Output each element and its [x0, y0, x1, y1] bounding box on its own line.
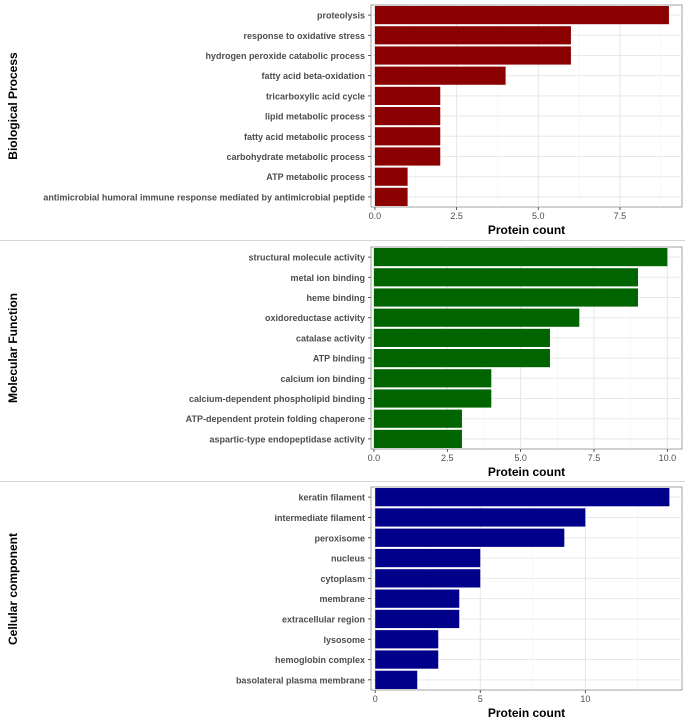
bar	[374, 6, 669, 25]
category-label: extracellular region	[282, 614, 365, 624]
bar	[374, 187, 408, 206]
category-label: hemoglobin complex	[275, 655, 365, 665]
x-tick-label: 0.0	[368, 453, 381, 463]
bar	[373, 349, 550, 368]
bar	[373, 268, 638, 287]
category-label: cytoplasm	[320, 574, 365, 584]
bar	[375, 650, 439, 669]
x-axis-title: Protein count	[488, 706, 565, 719]
bar	[375, 670, 418, 689]
bar	[373, 409, 462, 428]
bar	[375, 609, 460, 629]
chart-panel: structural molecule activity metal ion bi…	[6, 246, 683, 479]
bar	[374, 46, 571, 65]
x-axis-title: Protein count	[488, 223, 565, 237]
bar	[374, 26, 571, 45]
x-tick-label: 0	[373, 694, 378, 704]
bar	[373, 429, 462, 448]
facet-label: Biological Process	[6, 52, 20, 160]
bar	[374, 147, 441, 166]
category-label: calcium ion binding	[280, 374, 365, 384]
category-label: lysosome	[323, 635, 365, 645]
bar	[375, 528, 565, 547]
x-tick-label: 10.0	[659, 453, 677, 463]
category-label: basolateral plasma membrane	[236, 675, 365, 685]
bar	[375, 508, 586, 527]
bar	[373, 328, 550, 347]
bar	[373, 369, 492, 388]
category-label: nucleus	[331, 554, 365, 564]
category-label: ATP metabolic process	[266, 172, 365, 182]
category-label: heme binding	[307, 293, 366, 303]
x-tick-label: 2.5	[450, 211, 463, 221]
x-tick-label: 5.0	[532, 211, 545, 221]
category-label: lipid metabolic process	[265, 112, 365, 122]
bar	[374, 107, 441, 126]
category-label: peroxisome	[314, 533, 365, 543]
bar	[374, 86, 441, 105]
category-label: membrane	[319, 594, 365, 604]
bar	[375, 488, 670, 507]
category-label: intermediate filament	[274, 513, 365, 523]
category-label: oxidoreductase activity	[265, 313, 365, 323]
category-label: tricarboxylic acid cycle	[266, 91, 365, 101]
x-tick-label: 2.5	[441, 453, 454, 463]
bar	[375, 548, 481, 568]
x-axis-title: Protein count	[488, 465, 565, 479]
category-label: catalase activity	[296, 333, 365, 343]
category-label: ATP-dependent protein folding chaperone	[186, 414, 365, 424]
category-label: fatty acid beta-oxidation	[261, 71, 365, 81]
x-tick-label: 5.0	[514, 453, 527, 463]
bar	[375, 569, 481, 588]
category-label: calcium-dependent phospholipid binding	[189, 394, 365, 404]
x-tick-label: 0.0	[369, 211, 382, 221]
category-label: metal ion binding	[291, 273, 366, 283]
category-label: structural molecule activity	[248, 253, 365, 263]
category-label: response to oxidative stress	[243, 31, 365, 41]
bar	[374, 66, 506, 85]
bar	[374, 127, 441, 146]
facet-label: Molecular Function	[6, 293, 20, 403]
facet-label: Cellular component	[6, 533, 20, 645]
category-label: ATP binding	[313, 354, 365, 364]
category-label: antimicrobial humoral immune response me…	[43, 192, 365, 202]
category-label: fatty acid metabolic process	[244, 132, 365, 142]
bar	[374, 167, 408, 186]
category-label: hydrogen peroxide catabolic process	[205, 51, 365, 61]
chart-panel: keratin filament intermediate filament per…	[6, 486, 683, 720]
bar	[375, 630, 439, 649]
x-tick-label: 7.5	[614, 211, 627, 221]
category-label: aspartic-type endopeptidase activity	[209, 434, 365, 444]
bar	[373, 308, 580, 327]
bar	[375, 589, 460, 608]
panel-divider	[0, 481, 685, 482]
bar	[373, 248, 668, 267]
x-tick-label: 10	[580, 694, 590, 704]
category-label: proteolysis	[317, 11, 365, 21]
x-tick-label: 5	[478, 694, 483, 704]
chart-panel: proteolysis response to oxidative stress h…	[6, 4, 683, 237]
panel-divider	[0, 240, 685, 241]
category-label: keratin filament	[298, 493, 365, 503]
bar	[373, 288, 638, 307]
x-tick-label: 7.5	[588, 453, 601, 463]
bar	[373, 389, 492, 408]
category-label: carbohydrate metabolic process	[226, 152, 365, 162]
